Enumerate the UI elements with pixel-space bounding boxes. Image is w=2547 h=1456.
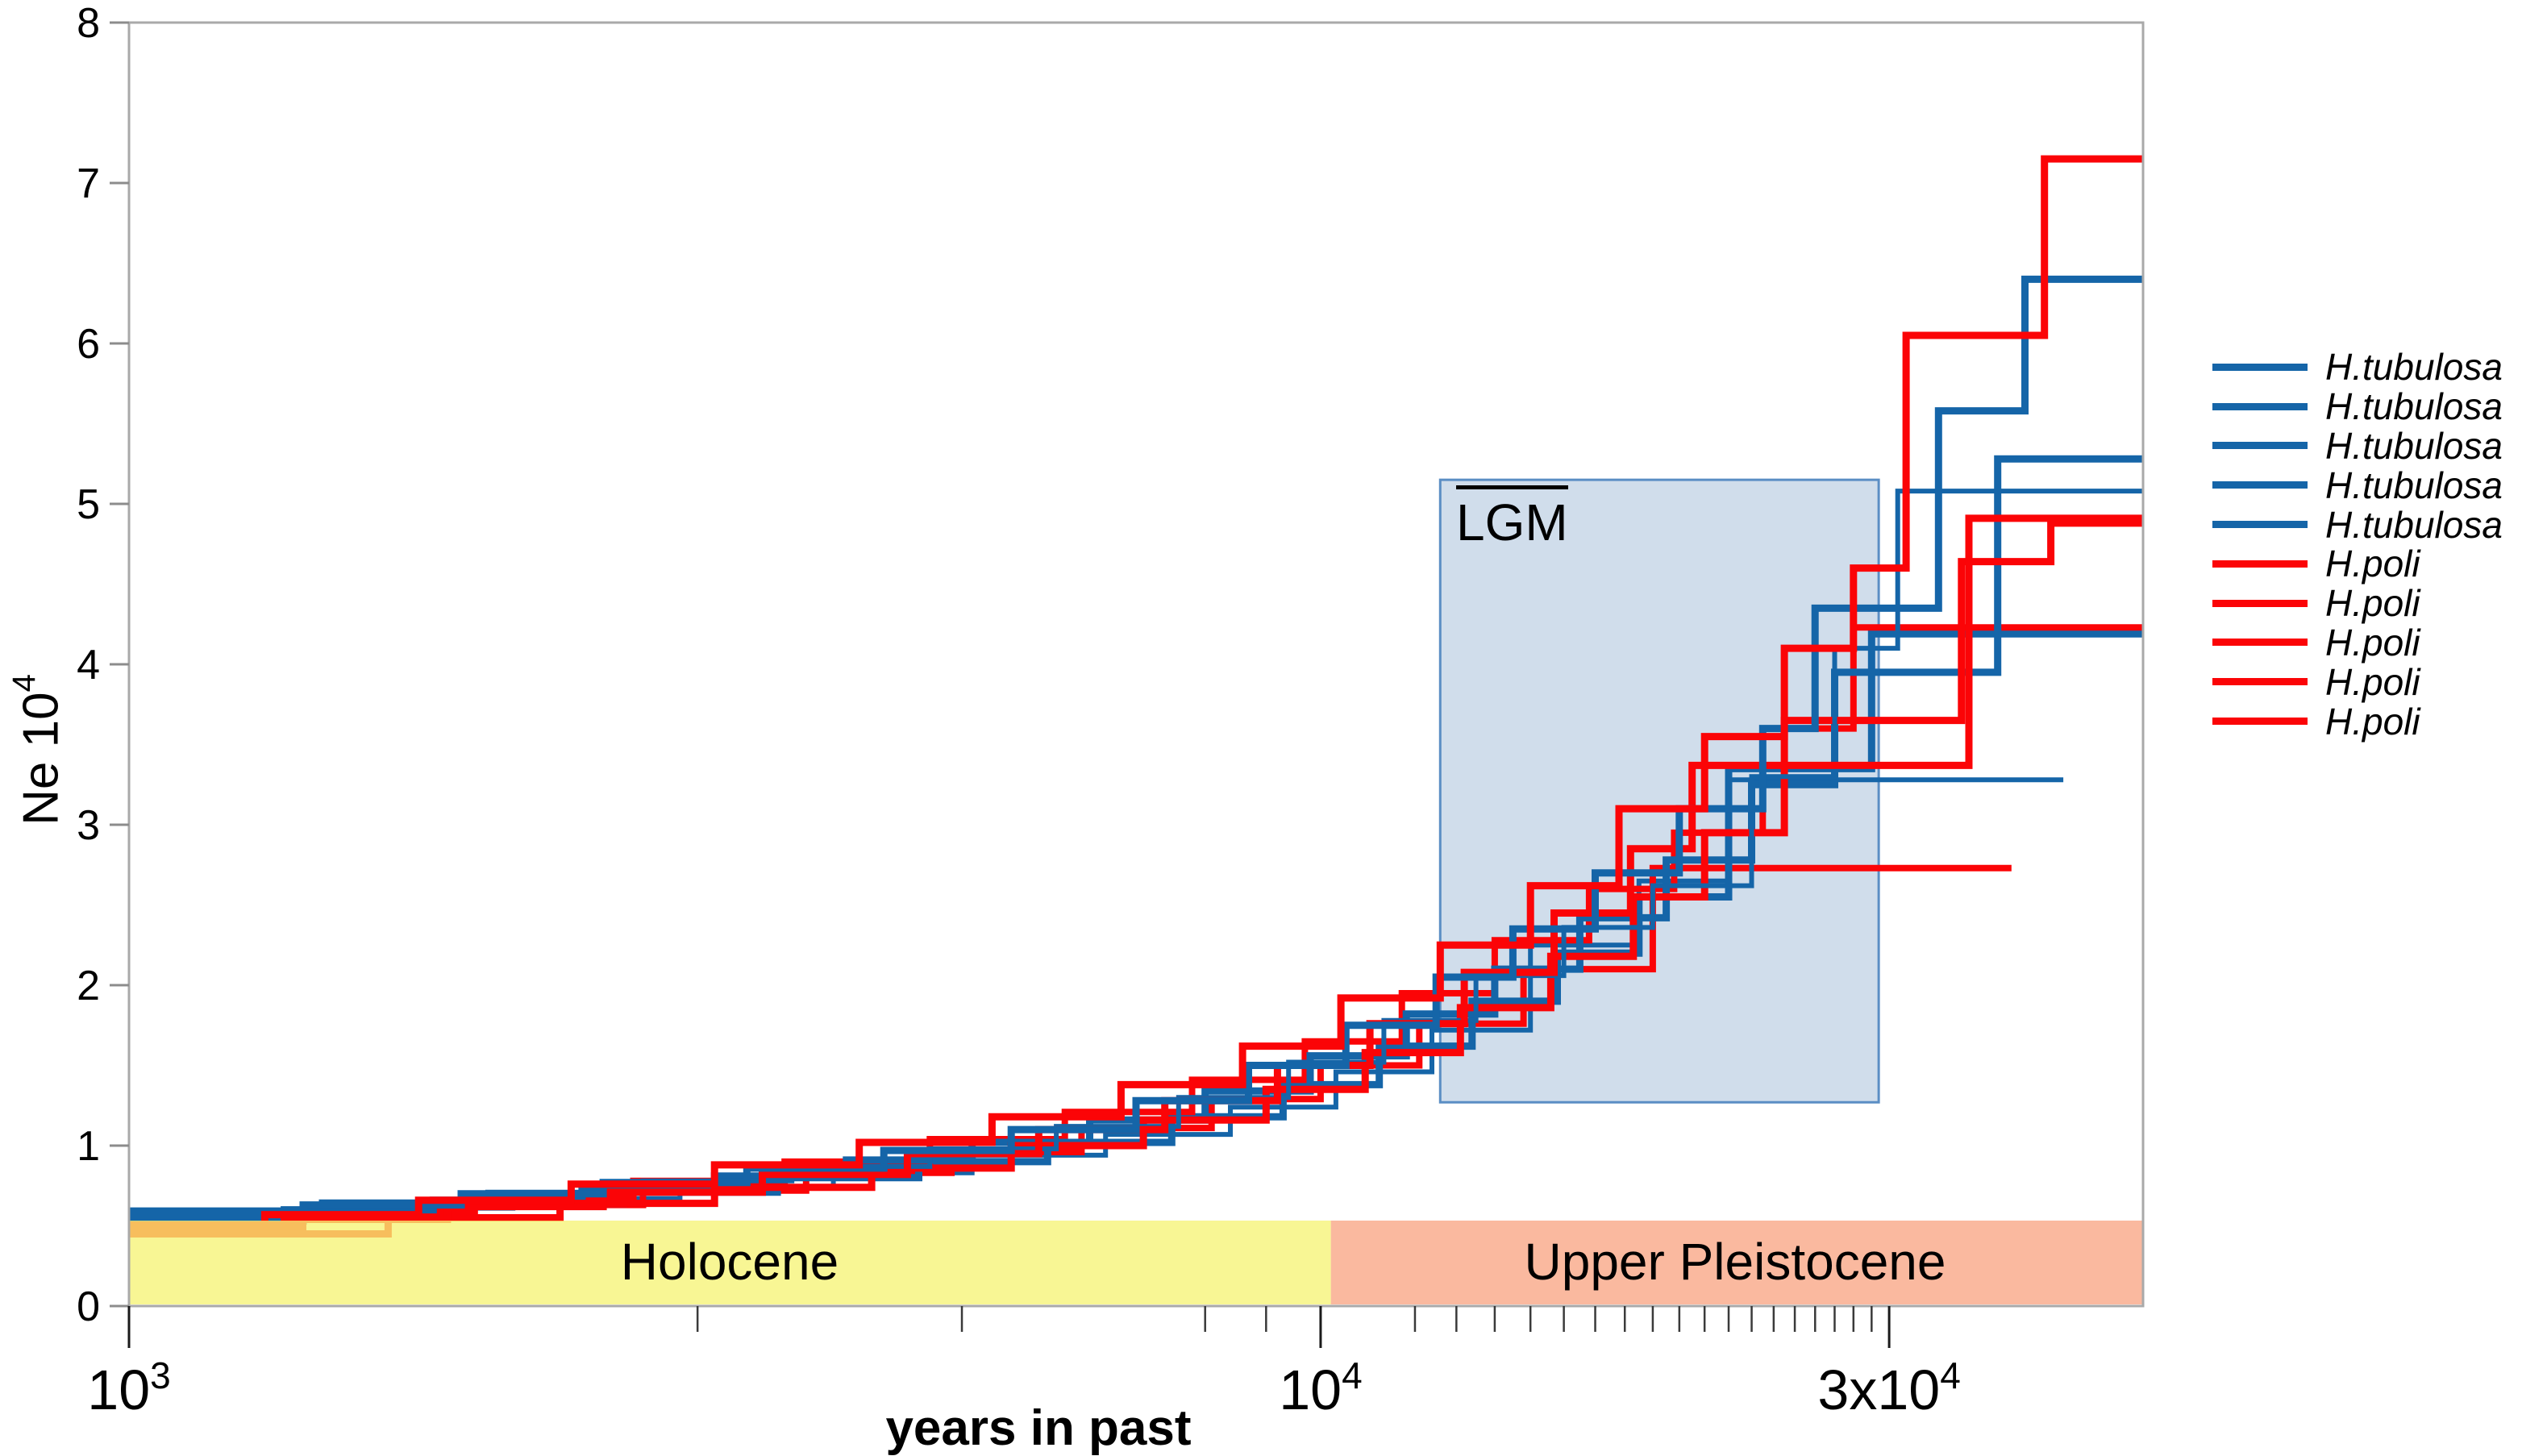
- legend-item: H.poli: [2212, 544, 2503, 584]
- x-axis-major-ticks: 103 104 3x104: [87, 1306, 1961, 1421]
- series-line-H.poli-1: [129, 155, 2143, 1229]
- y-tick-label: 3: [77, 802, 100, 849]
- legend-label: H.tubulosa: [2325, 503, 2503, 546]
- legend-label: H.poli: [2325, 543, 2420, 585]
- x-tick-label: 3x104: [1817, 1354, 1960, 1421]
- y-tick-label: 7: [77, 160, 100, 207]
- legend-item: H.tubulosa: [2212, 426, 2503, 466]
- x-tick-label: 103: [87, 1354, 170, 1421]
- y-tick-label: 6: [77, 321, 100, 368]
- y-tick-label: 4: [77, 642, 100, 688]
- y-axis-ticks: 0 1 2 3 4 5 6 7 8: [77, 0, 129, 1330]
- y-axis-title: Ne 104: [6, 674, 70, 826]
- holocene-epoch-label: Holocene: [620, 1233, 839, 1291]
- legend-line-swatch: [2212, 678, 2308, 686]
- y-tick-label: 1: [77, 1123, 100, 1170]
- legend: H.tubulosa H.tubulosa H.tubulosa H.tubulosa…: [2212, 347, 2503, 741]
- legend-line-swatch: [2212, 442, 2308, 450]
- x-tick-label: 104: [1279, 1354, 1362, 1421]
- legend-item: H.poli: [2212, 584, 2503, 623]
- legend-label: H.tubulosa: [2325, 424, 2503, 467]
- legend-item: H.poli: [2212, 701, 2503, 741]
- legend-line-swatch: [2212, 560, 2308, 568]
- y-tick-label: 8: [77, 0, 100, 47]
- epoch-band-upper-pleistocene: [1330, 1221, 2143, 1304]
- legend-line-swatch: [2212, 718, 2308, 726]
- legend-label: H.tubulosa: [2325, 464, 2503, 506]
- legend-label: H.poli: [2325, 700, 2420, 743]
- legend-item: H.tubulosa: [2212, 347, 2503, 387]
- y-axis-title-text: Ne 10: [13, 692, 69, 826]
- series-lines: [129, 155, 2143, 1238]
- y-tick-label: 5: [77, 481, 100, 528]
- epoch-band-holocene: [129, 1221, 1331, 1304]
- legend-line-swatch: [2212, 639, 2308, 647]
- legend-item: H.poli: [2212, 662, 2503, 701]
- legend-label: H.poli: [2325, 660, 2420, 703]
- epoch-bands: [129, 1221, 2143, 1304]
- legend-label: H.poli: [2325, 621, 2420, 664]
- legend-label: H.tubulosa: [2325, 385, 2503, 428]
- legend-label: H.tubulosa: [2325, 346, 2503, 389]
- legend-line-swatch: [2212, 599, 2308, 607]
- legend-label: H.poli: [2325, 582, 2420, 625]
- upper-pleistocene-epoch-label: Upper Pleistocene: [1524, 1233, 1946, 1291]
- legend-line-swatch: [2212, 521, 2308, 529]
- legend-line-swatch: [2212, 481, 2308, 489]
- x-axis-minor-ticks: [696, 1306, 1873, 1332]
- y-axis-title-superscript: 4: [6, 674, 42, 693]
- legend-line-swatch: [2212, 402, 2308, 410]
- legend-item: H.poli: [2212, 623, 2503, 663]
- legend-item: H.tubulosa: [2212, 465, 2503, 505]
- y-tick-label: 0: [77, 1283, 100, 1330]
- x-axis-title: years in past: [885, 1400, 1192, 1456]
- legend-item: H.tubulosa: [2212, 387, 2503, 426]
- y-tick-label: 2: [77, 963, 100, 1009]
- legend-item: H.tubulosa: [2212, 505, 2503, 544]
- lgm-annotation: LGM: [1456, 485, 1568, 552]
- legend-line-swatch: [2212, 363, 2308, 371]
